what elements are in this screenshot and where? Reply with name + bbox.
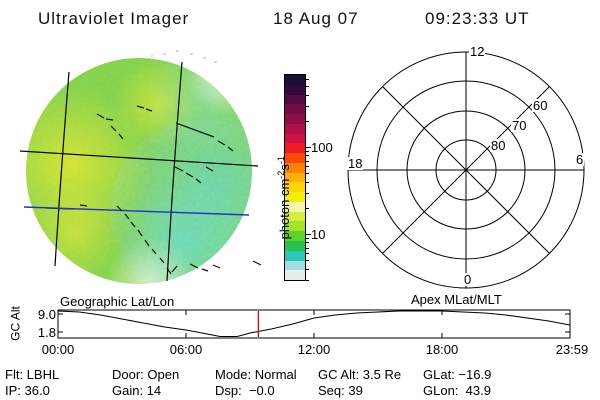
colorbar-block xyxy=(285,270,305,281)
mlt-label-12: 12 xyxy=(469,44,486,59)
colorbar-tick xyxy=(306,181,309,183)
colorbar-tick xyxy=(306,260,309,262)
polar-caption: Apex MLat/MLT xyxy=(411,292,502,307)
colorbar-tick xyxy=(306,105,309,107)
colorbar-tick xyxy=(306,247,309,249)
header-time: 09:23:33 UT xyxy=(425,9,530,28)
mlt-label-0: 0 xyxy=(463,272,473,287)
colorbar-tick xyxy=(306,94,309,96)
colorbar-tick xyxy=(306,242,309,244)
colorbar-block xyxy=(285,231,305,242)
xtick-2359: 23:59 xyxy=(555,342,589,357)
track-blue-line xyxy=(23,206,250,216)
status-glat: GLat: −16.9 xyxy=(423,367,492,382)
gc-alt-plot xyxy=(57,309,571,339)
colorbar-tick xyxy=(306,147,311,148)
colorbar-tick xyxy=(306,234,311,235)
colorbar-block xyxy=(285,114,305,124)
coastlines xyxy=(79,105,262,275)
colorbar-block xyxy=(285,94,305,105)
colorbar-block xyxy=(285,104,305,115)
colorbar-unit-label: photon cm-2s-1 xyxy=(262,130,292,280)
unit-sup-1: -1 xyxy=(276,156,286,165)
colorbar-tick xyxy=(306,192,309,194)
colorbar-tick xyxy=(306,120,309,122)
unit-s: s xyxy=(277,164,292,171)
colorbar-tick xyxy=(306,86,309,88)
colorbar-tick xyxy=(306,166,309,168)
colorbar-tick-label-10: 10 xyxy=(311,227,326,242)
status-seq: Seq: 39 xyxy=(318,383,363,398)
colorbar-block xyxy=(285,182,305,193)
colorbar-tick xyxy=(306,238,309,239)
colorbar-block xyxy=(285,172,305,183)
colorbar-block xyxy=(285,84,305,95)
xtick-0600: 06:00 xyxy=(169,342,203,357)
status-mode: Mode: Normal xyxy=(215,367,297,382)
colorbar-block xyxy=(285,162,305,173)
uv-disk-image xyxy=(19,50,262,284)
colorbar-block xyxy=(285,201,305,212)
page-title: Ultraviolet Imager xyxy=(38,9,190,28)
colorbar-block xyxy=(285,143,305,154)
status-gc-alt: GC Alt: 3.5 Re xyxy=(318,367,402,382)
colorbar-ticks xyxy=(306,75,314,281)
status-ip: IP: 36.0 xyxy=(5,383,50,398)
status-glon: GLon: 43.9 xyxy=(423,383,491,398)
colorbar-tick xyxy=(306,253,309,255)
colorbar-tick xyxy=(306,173,309,175)
colorbar xyxy=(284,74,306,281)
mlt-label-18: 18 xyxy=(347,156,364,171)
colorbar-tick xyxy=(306,151,309,152)
gc-alt-ylabel: GC Alt xyxy=(8,306,23,341)
colorbar-block xyxy=(285,123,305,134)
colorbar-block xyxy=(285,221,305,232)
xtick-0000: 00:00 xyxy=(41,342,75,357)
ytick-9-0: 9.0 xyxy=(37,307,56,322)
colorbar-block xyxy=(285,241,305,251)
axis-ticks xyxy=(58,310,570,338)
status-gain: Gain: 14 xyxy=(112,383,162,398)
gc-alt-curve xyxy=(57,310,570,338)
colorbar-tick xyxy=(306,79,309,81)
status-dsp: Dsp: −0.0 xyxy=(215,383,275,398)
disk-caption: Geographic Lat/Lon xyxy=(60,294,175,309)
header-date: 18 Aug 07 xyxy=(273,9,359,28)
lat-label-70: 70 xyxy=(511,118,528,133)
lat-label-60: 60 xyxy=(532,98,549,113)
colorbar-block xyxy=(285,211,305,222)
colorbar-tick xyxy=(306,207,309,209)
mlt-label-6: 6 xyxy=(575,152,585,167)
status-flt: Flt: LBHL xyxy=(5,367,60,382)
colorbar-block xyxy=(285,192,305,202)
colorbar-block xyxy=(285,153,305,163)
xtick-1200: 12:00 xyxy=(297,342,331,357)
unit-base: photon cm xyxy=(277,178,292,240)
colorbar-blocks xyxy=(285,75,305,281)
colorbar-block xyxy=(285,133,305,144)
colorbar-block xyxy=(285,250,305,261)
colorbar-block xyxy=(285,75,305,85)
status-door: Door: Open xyxy=(112,367,180,382)
xtick-1800: 18:00 xyxy=(425,342,459,357)
ytick-1-8: 1.8 xyxy=(37,325,56,340)
colorbar-tick xyxy=(306,160,309,162)
edge-specks xyxy=(151,50,217,63)
colorbar-tick xyxy=(306,268,309,270)
colorbar-tick xyxy=(306,155,309,157)
colorbar-block xyxy=(285,260,305,271)
lat-label-80: 80 xyxy=(490,138,507,153)
colorbar-tick xyxy=(306,279,309,281)
polar-grid xyxy=(347,51,585,289)
colorbar-tick-label-100: 100 xyxy=(311,140,333,155)
unit-sup-2: -2 xyxy=(276,170,286,179)
